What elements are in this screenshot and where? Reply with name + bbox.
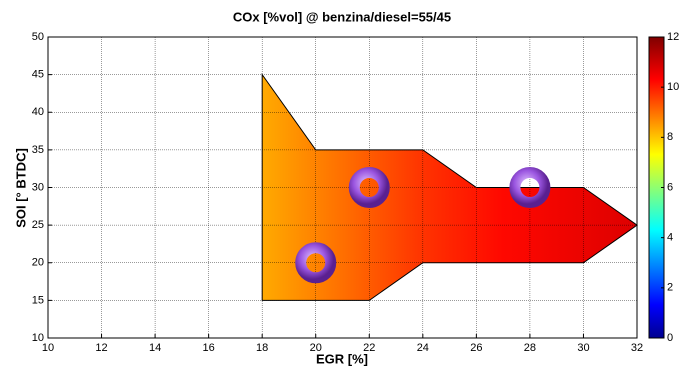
x-tick-label: 10 — [42, 342, 54, 354]
x-tick-label: 28 — [524, 342, 536, 354]
y-tick-label: 30 — [32, 181, 44, 193]
y-axis-label: SOI [° BTDC] — [13, 148, 28, 228]
marker — [509, 167, 551, 208]
y-tick-label: 20 — [32, 257, 44, 269]
colorbar-tick-label: 12 — [667, 31, 679, 43]
x-tick-label: 18 — [256, 342, 268, 354]
x-tick-label: 22 — [363, 342, 375, 354]
y-tick-label: 25 — [32, 219, 44, 231]
x-tick-label: 14 — [149, 342, 161, 354]
x-tick-label: 20 — [310, 342, 322, 354]
colorbar-tick-label: 0 — [667, 332, 673, 344]
y-tick-label: 35 — [32, 144, 44, 156]
marker — [295, 242, 337, 284]
chart-title: COx [%vol] @ benzina/diesel=55/45 — [233, 9, 451, 24]
colorbar-tick-label: 10 — [667, 81, 679, 93]
x-tick-label: 26 — [470, 342, 482, 354]
x-tick-label: 24 — [417, 342, 429, 354]
x-tick-label: 30 — [577, 342, 589, 354]
colorbar-tick-label: 8 — [667, 131, 673, 143]
y-tick-label: 15 — [32, 294, 44, 306]
y-tick-label: 40 — [32, 106, 44, 118]
x-tick-label: 32 — [631, 342, 643, 354]
colorbar-tick-label: 4 — [667, 232, 673, 244]
x-axis-label: EGR [%] — [316, 351, 368, 366]
x-tick-label: 16 — [203, 342, 215, 354]
colorbar-tick-label: 2 — [667, 282, 673, 294]
y-tick-label: 50 — [32, 31, 44, 43]
y-tick-label: 45 — [32, 69, 44, 81]
x-tick-label: 12 — [95, 342, 107, 354]
colorbar-tick-label: 6 — [667, 181, 673, 193]
marker — [348, 167, 390, 208]
y-tick-label: 10 — [32, 332, 44, 344]
